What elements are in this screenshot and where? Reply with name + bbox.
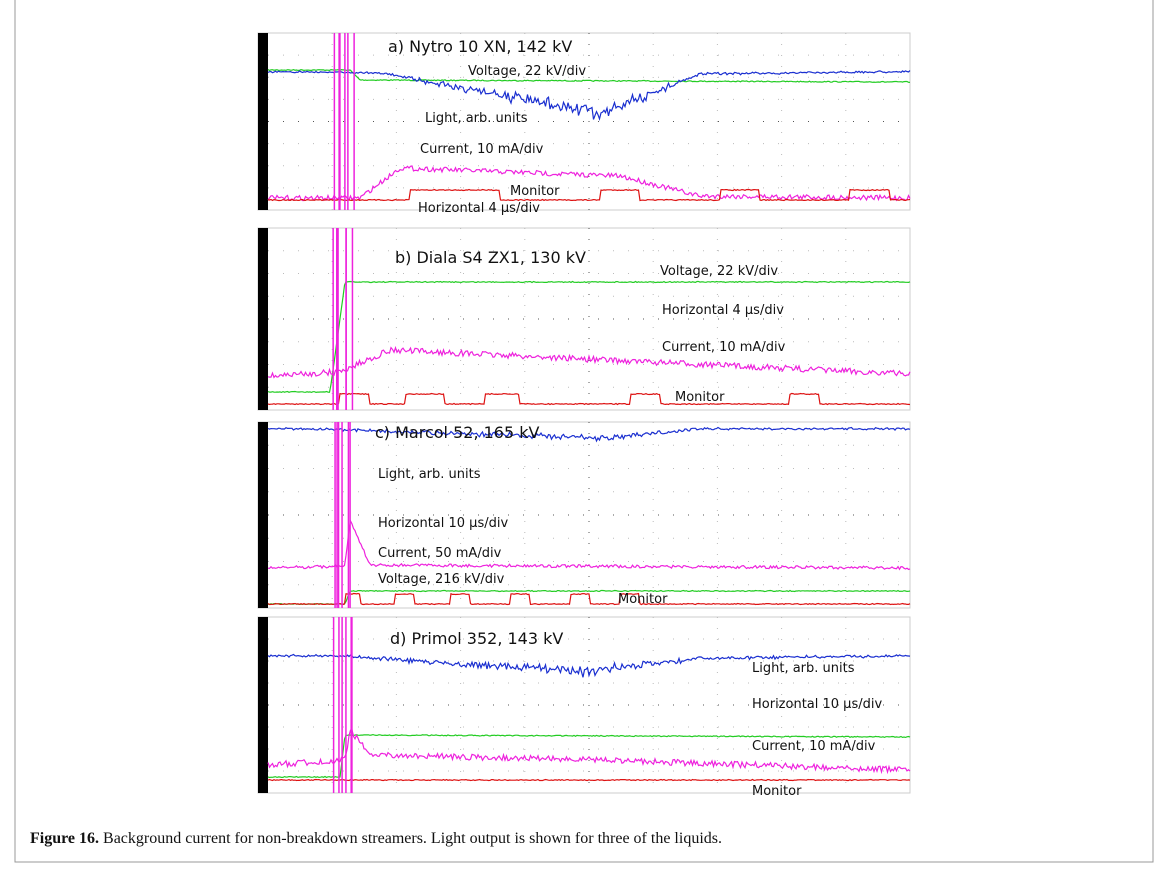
trace xyxy=(267,519,911,571)
trace-label: Monitor xyxy=(510,184,560,199)
trace-label: Horizontal 4 μs/div xyxy=(418,201,540,216)
panel-title: d) Primol 352, 143 kV xyxy=(390,629,563,648)
panel-title: a) Nytro 10 XN, 142 kV xyxy=(388,37,572,56)
frame xyxy=(14,0,1154,863)
trace-label: Monitor xyxy=(618,592,668,607)
trace-label: Horizontal 10 μs/div xyxy=(752,697,882,712)
trace-label: Horizontal 4 μs/div xyxy=(662,303,784,318)
trace xyxy=(268,589,911,606)
trace xyxy=(267,392,911,406)
trace-label: Light, arb. units xyxy=(378,467,481,482)
trace-label: Current, 50 mA/div xyxy=(378,546,502,561)
scope-margin xyxy=(258,422,268,608)
trace-label: Current, 10 mA/div xyxy=(752,739,876,754)
scope-margin xyxy=(258,617,268,793)
trace xyxy=(267,733,911,779)
trace xyxy=(267,68,911,83)
trace xyxy=(267,345,911,379)
trace-label: Light, arb. units xyxy=(752,661,855,676)
panel-title: c) Marcol 52, 165 kV xyxy=(375,423,540,442)
trace xyxy=(267,280,911,394)
caption-text: Background current for non-breakdown str… xyxy=(103,830,722,847)
trace xyxy=(267,653,911,678)
trace xyxy=(267,592,911,606)
trace-label: Voltage, 216 kV/div xyxy=(378,572,505,587)
panel-title: b) Diala S4 ZX1, 130 kV xyxy=(395,248,586,267)
trace-label: Current, 10 mA/div xyxy=(662,340,786,355)
trace xyxy=(267,728,911,775)
trace-label: Current, 10 mA/div xyxy=(420,142,544,157)
trace xyxy=(267,778,911,782)
trace-label: Monitor xyxy=(752,784,802,799)
scope-margin xyxy=(258,33,268,210)
scope-margin xyxy=(258,228,268,410)
caption: Figure 16. Background current for non-br… xyxy=(30,830,722,848)
trace-label: Voltage, 22 kV/div xyxy=(468,64,586,79)
trace-label: Light, arb. units xyxy=(425,111,528,126)
trace-label: Horizontal 10 μs/div xyxy=(378,516,508,531)
trace-label: Monitor xyxy=(675,390,725,405)
trace xyxy=(267,70,911,121)
caption-label: Figure 16. xyxy=(30,830,100,847)
trace-label: Voltage, 22 kV/div xyxy=(660,264,778,279)
trace xyxy=(267,426,911,443)
trace xyxy=(267,165,911,202)
trace xyxy=(267,188,911,202)
